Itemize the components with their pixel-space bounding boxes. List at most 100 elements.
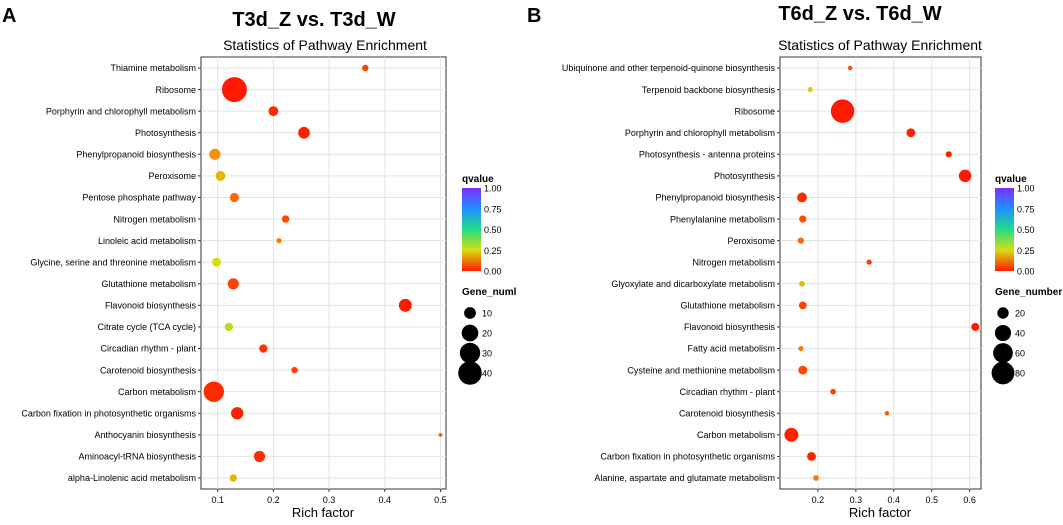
gene-number-legend-dot: [464, 307, 476, 319]
gene-number-legend: Gene_number 20 40 60 80: [991, 287, 1062, 385]
pathway-label: Linoleic acid metabolism: [98, 236, 196, 246]
qvalue-legend-title: qvalue: [995, 174, 1027, 185]
data-point: [253, 450, 266, 463]
data-point: [231, 407, 244, 420]
qvalue-legend-title: qvalue: [462, 174, 494, 185]
data-point: [799, 280, 805, 287]
gene-number-legend-dot: [458, 361, 482, 385]
gene-number-legend-label: 40: [482, 369, 492, 379]
data-point: [866, 259, 872, 265]
x-tick-label: 0.5: [925, 495, 938, 505]
data-point: [830, 99, 855, 123]
pathway-label: Ribosome: [734, 106, 775, 116]
data-point: [281, 215, 290, 223]
pathway-label: Glutathione metabolism: [680, 301, 775, 311]
data-point: [362, 64, 369, 72]
data-point: [438, 432, 443, 437]
x-tick-label: 0.1: [211, 495, 224, 505]
x-tick-label: 0.6: [963, 495, 976, 505]
gene-number-legend-label: 40: [1015, 329, 1025, 339]
pathway-label: Aminoacyl-tRNA biosynthesis: [78, 452, 196, 462]
data-point: [227, 278, 239, 290]
data-point: [276, 237, 282, 244]
pathway-label: Phenylpropanoid biosynthesis: [76, 150, 196, 160]
gene-number-legend-label: 60: [1015, 349, 1025, 359]
qvalue-tick-label: 1.00: [484, 184, 502, 194]
gene-number-legend-dot: [994, 324, 1012, 342]
pathway-label: Nitrogen metabolism: [113, 214, 196, 224]
data-point: [212, 257, 222, 267]
pathway-label: Porphyrin and chlorophyll metabolism: [625, 128, 775, 138]
grid-lines: [780, 57, 981, 489]
grid-lines: [201, 57, 446, 489]
data-point: [215, 170, 226, 181]
gene-number-legend-dot: [993, 343, 1013, 363]
data-point: [945, 151, 952, 158]
data-point: [813, 475, 819, 481]
pathway-label: Nitrogen metabolism: [692, 257, 775, 267]
data-point: [224, 322, 234, 332]
gene-number-legend-dot: [991, 361, 1015, 385]
data-point: [797, 192, 807, 203]
data-point: [209, 148, 221, 160]
panel-letter: B: [527, 5, 541, 27]
pathway-label: Pentose phosphate pathway: [82, 193, 196, 203]
pathway-label: Terpenoid backbone biosynthesis: [642, 85, 776, 95]
data-point: [807, 87, 813, 93]
qvalue-tick-label: 0.00: [484, 267, 502, 277]
data-point: [830, 388, 836, 395]
pathway-label: Peroxisome: [727, 236, 775, 246]
chart-subtitle: Statistics of Pathway Enrichment: [778, 37, 982, 53]
gene-number-legend-dot: [461, 324, 479, 342]
pathway-label: Photosynthesis: [135, 128, 197, 138]
pathway-label: Cysteine and methionine metabolism: [627, 365, 775, 375]
plot-area: [200, 56, 447, 490]
data-point: [884, 411, 890, 416]
x-tick-label: 0.3: [850, 495, 863, 505]
qvalue-tick-label: 0.50: [1017, 225, 1035, 235]
qvalue-tick-label: 0.75: [1017, 204, 1035, 214]
qvalue-legend: qvalue 1.00 0.75 0.50 0.25 0.00: [995, 174, 1035, 277]
qvalue-tick-label: 1.00: [1017, 184, 1035, 194]
x-tick-label: 0.2: [812, 495, 825, 505]
data-point: [798, 345, 804, 352]
pathway-label: Carotenoid biosynthesis: [679, 408, 776, 418]
pathway-label: Carbon metabolism: [697, 430, 775, 440]
qvalue-tick-label: 0.50: [484, 225, 502, 235]
pathway-label: Thiamine metabolism: [110, 63, 196, 73]
data-point: [259, 344, 268, 353]
panel-letter: A: [2, 5, 16, 27]
pathway-label: Photosynthesis - antenna proteins: [639, 150, 776, 160]
data-point: [807, 452, 816, 461]
data-point: [798, 301, 807, 310]
qvalue-ticks: 1.00 0.75 0.50 0.25 0.00: [1017, 184, 1035, 277]
pathway-label: Peroxisome: [148, 171, 196, 181]
x-tick-label: 0.3: [323, 495, 336, 505]
pathway-label: Carbon fixation in photosynthetic organi…: [600, 452, 775, 462]
chart-title: T6d_Z vs. T6d_W: [778, 3, 941, 25]
x-tick-label: 0.2: [267, 495, 280, 505]
data-point: [799, 215, 807, 223]
pathway-label: Glyoxylate and dicarboxylate metabolism: [611, 279, 775, 289]
x-tick-label: 0.4: [888, 495, 901, 505]
panel-b: B T6d_Z vs. T6d_W Statistics of Pathway …: [527, 3, 1062, 520]
data-point: [784, 427, 799, 442]
pathway-label: Glutathione metabolism: [101, 279, 196, 289]
gene-number-legend-label: 80: [1015, 369, 1025, 379]
pathway-label: Alanine, aspartate and glutamate metabol…: [594, 473, 775, 483]
pathway-label: Carbon fixation in photosynthetic organi…: [21, 408, 196, 418]
qvalue-color-bar: [462, 188, 481, 271]
qvalue-ticks: 1.00 0.75 0.50 0.25 0.00: [484, 184, 502, 277]
pathway-label: Citrate cycle (TCA cycle): [97, 322, 196, 332]
data-point: [398, 298, 412, 312]
qvalue-tick-label: 0.25: [484, 246, 502, 256]
data-point: [203, 381, 225, 402]
panel-a: A T3d_Z vs. T3d_W Statistics of Pathway …: [2, 5, 517, 520]
pathway-label: Anthocyanin biosynthesis: [94, 430, 196, 440]
qvalue-color-bar: [995, 188, 1014, 271]
data-point: [798, 365, 808, 375]
data-point: [229, 474, 238, 482]
qvalue-tick-label: 0.00: [1017, 267, 1035, 277]
qvalue-legend: qvalue 1.00 0.75 0.50 0.25 0.00: [462, 174, 502, 277]
data-point: [971, 322, 980, 331]
